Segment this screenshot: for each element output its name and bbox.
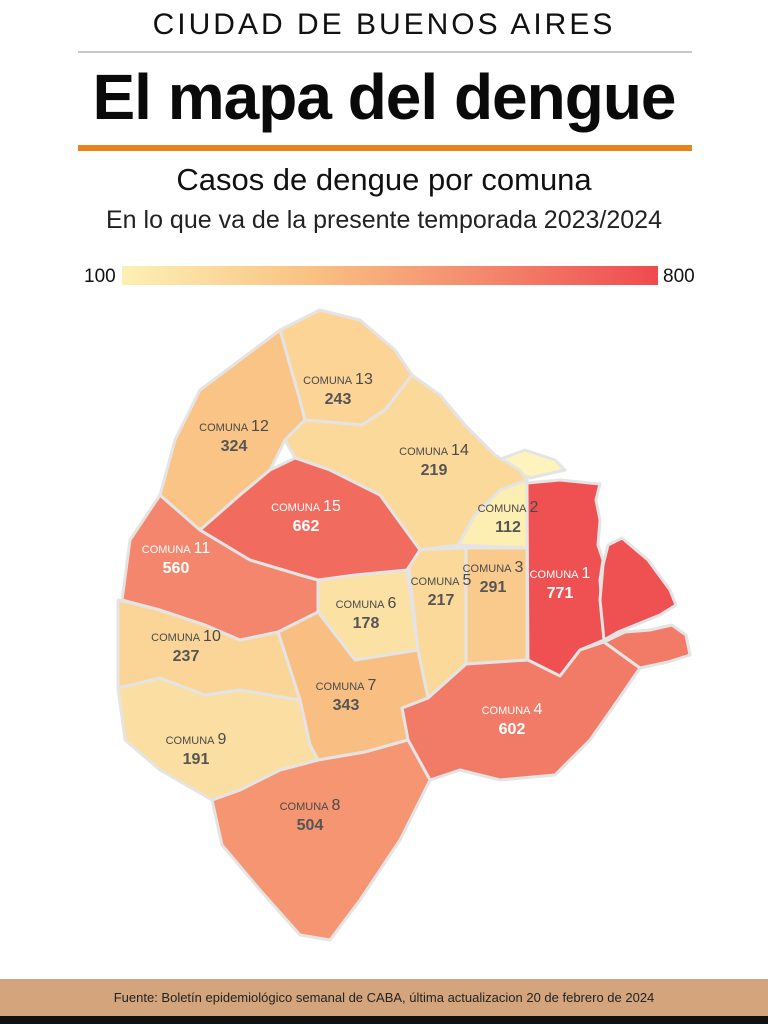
map-subtitle-period: En lo que va de la presente temporada 20… xyxy=(106,206,662,234)
comuna-number: 2 xyxy=(529,499,538,516)
comuna-number: 10 xyxy=(203,628,221,645)
comuna-11-cases: 560 xyxy=(163,560,190,577)
comuna-10-label: COMUNA 10 xyxy=(151,628,221,645)
title-divider-orange xyxy=(78,145,692,151)
source-footer: Fuente: Boletín epidemiológico semanal d… xyxy=(0,979,768,1016)
comuna-word: COMUNA xyxy=(463,563,513,575)
comuna-number: 1 xyxy=(581,565,590,582)
comuna-15-cases: 662 xyxy=(293,518,320,535)
comuna-3-cases: 291 xyxy=(480,579,507,596)
comuna-4-label: COMUNA 4 xyxy=(482,701,543,718)
comuna-9-cases: 191 xyxy=(183,751,210,768)
comuna-2-cases: 112 xyxy=(495,519,521,536)
comuna-3-label: COMUNA 3 xyxy=(463,559,524,576)
comuna-word: COMUNA xyxy=(316,681,366,693)
comuna-number: 6 xyxy=(387,595,396,612)
comuna-7-label: COMUNA 7 xyxy=(316,677,377,694)
comuna-6-cases: 178 xyxy=(353,615,380,632)
comuna-5-label: COMUNA 5 xyxy=(411,572,472,589)
comuna-4-cases: 602 xyxy=(499,721,526,738)
comuna-number: 4 xyxy=(533,701,542,718)
comuna-number: 5 xyxy=(462,572,471,589)
comuna-word: COMUNA xyxy=(399,446,449,458)
comuna-14-label: COMUNA 14 xyxy=(399,442,469,459)
comuna-number: 13 xyxy=(355,371,373,388)
comuna-14-cases: 219 xyxy=(421,462,448,479)
comuna-1-cases: 771 xyxy=(547,585,574,602)
legend-max-label: 800 xyxy=(663,266,695,287)
comuna-6-label: COMUNA 6 xyxy=(336,595,397,612)
comuna-5-cases: 217 xyxy=(428,592,455,609)
comuna-word: COMUNA xyxy=(482,705,532,717)
comuna-word: COMUNA xyxy=(151,632,201,644)
comuna-11-label: COMUNA 11 xyxy=(142,540,211,557)
legend-color-scale xyxy=(122,266,658,285)
comuna-word: COMUNA xyxy=(142,544,192,556)
comuna-word: COMUNA xyxy=(199,422,249,434)
comuna-1-reserve-area xyxy=(598,536,678,642)
comuna-number: 11 xyxy=(194,540,211,557)
comuna-word: COMUNA xyxy=(411,576,461,588)
comuna-word: COMUNA xyxy=(336,599,386,611)
comuna-13-label: COMUNA 13 xyxy=(303,371,373,388)
comuna-word: COMUNA xyxy=(271,502,321,514)
comuna-word: COMUNA xyxy=(166,735,216,747)
comuna-number: 12 xyxy=(251,418,269,435)
comuna-word: COMUNA xyxy=(530,569,580,581)
legend-min-label: 100 xyxy=(84,266,116,287)
comuna-number: 9 xyxy=(217,731,226,748)
map-subtitle: Casos de dengue por comuna xyxy=(176,162,592,197)
comuna-word: COMUNA xyxy=(280,801,330,813)
comuna-2-label: COMUNA 2 xyxy=(478,499,539,516)
comuna-15-label: COMUNA 15 xyxy=(271,498,341,515)
bottom-bar xyxy=(0,1016,768,1024)
comuna-8-cases: 504 xyxy=(297,817,324,834)
comuna-9-label: COMUNA 9 xyxy=(166,731,227,748)
comuna-7-cases: 343 xyxy=(333,697,360,714)
page-title: El mapa del dengue xyxy=(92,61,676,133)
comuna-15-area xyxy=(198,456,422,582)
comuna-number: 14 xyxy=(451,442,469,459)
comuna-10-cases: 237 xyxy=(173,648,200,665)
comuna-number: 15 xyxy=(323,498,341,515)
comuna-1-label: COMUNA 1 xyxy=(530,565,591,582)
title-divider-grey xyxy=(78,51,692,53)
comuna-13-cases: 243 xyxy=(325,391,352,408)
comuna-number: 8 xyxy=(331,797,340,814)
comuna-12-cases: 324 xyxy=(221,438,248,455)
comuna-4-port-area xyxy=(602,623,692,670)
comuna-12-label: COMUNA 12 xyxy=(199,418,269,435)
comuna-word: COMUNA xyxy=(303,375,353,387)
comuna-word: COMUNA xyxy=(478,503,528,515)
comuna-8-label: COMUNA 8 xyxy=(280,797,341,814)
comuna-number: 3 xyxy=(514,559,523,576)
comuna-number: 7 xyxy=(367,677,376,694)
kicker: CIUDAD DE BUENOS AIRES xyxy=(152,8,616,41)
